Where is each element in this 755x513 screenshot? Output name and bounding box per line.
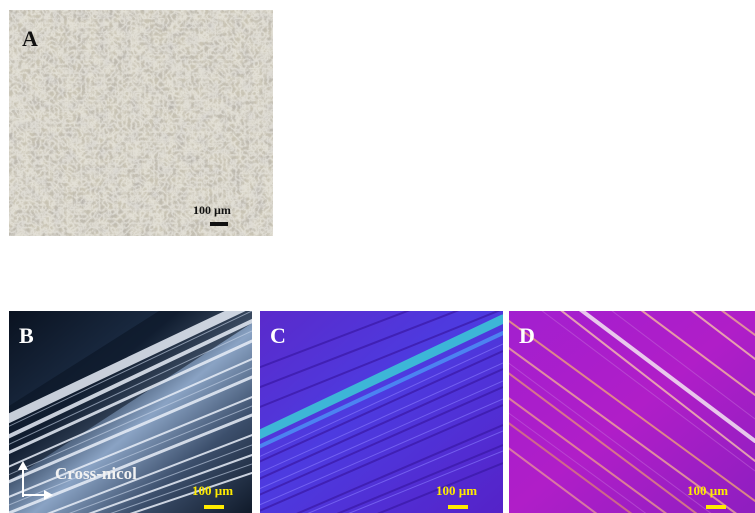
panel-label-d: D <box>519 323 535 348</box>
micrograph-d-image <box>509 311 755 513</box>
panel-label-c: C <box>270 323 286 348</box>
scale-bar-label-c: 100 µm <box>436 483 478 498</box>
micrograph-panel-a: A 100 µm <box>9 10 273 236</box>
micrograph-a-image <box>9 10 273 236</box>
scale-bar-a <box>210 222 228 226</box>
panel-label-a: A <box>22 26 38 51</box>
micrograph-panel-d: D 100 µm <box>509 311 755 513</box>
scale-bar-label-a: 100 µm <box>193 203 231 217</box>
scale-bar-c <box>448 505 468 509</box>
panel-label-b: B <box>19 323 34 348</box>
scale-bar-label-b: 100 µm <box>192 483 234 498</box>
polarizer-label: Cross-nicol <box>55 464 137 483</box>
micrograph-panel-b: B Cross-nicol 100 µm <box>9 311 252 513</box>
micrograph-c-image <box>260 311 503 513</box>
axes-arrows-icon <box>18 461 53 500</box>
scale-bar-label-d: 100 µm <box>687 483 729 498</box>
micrograph-panel-c: C 100 µm <box>260 311 503 513</box>
scale-bar-d <box>706 505 726 509</box>
scale-bar-b <box>204 505 224 509</box>
micrograph-b-image <box>9 311 252 513</box>
